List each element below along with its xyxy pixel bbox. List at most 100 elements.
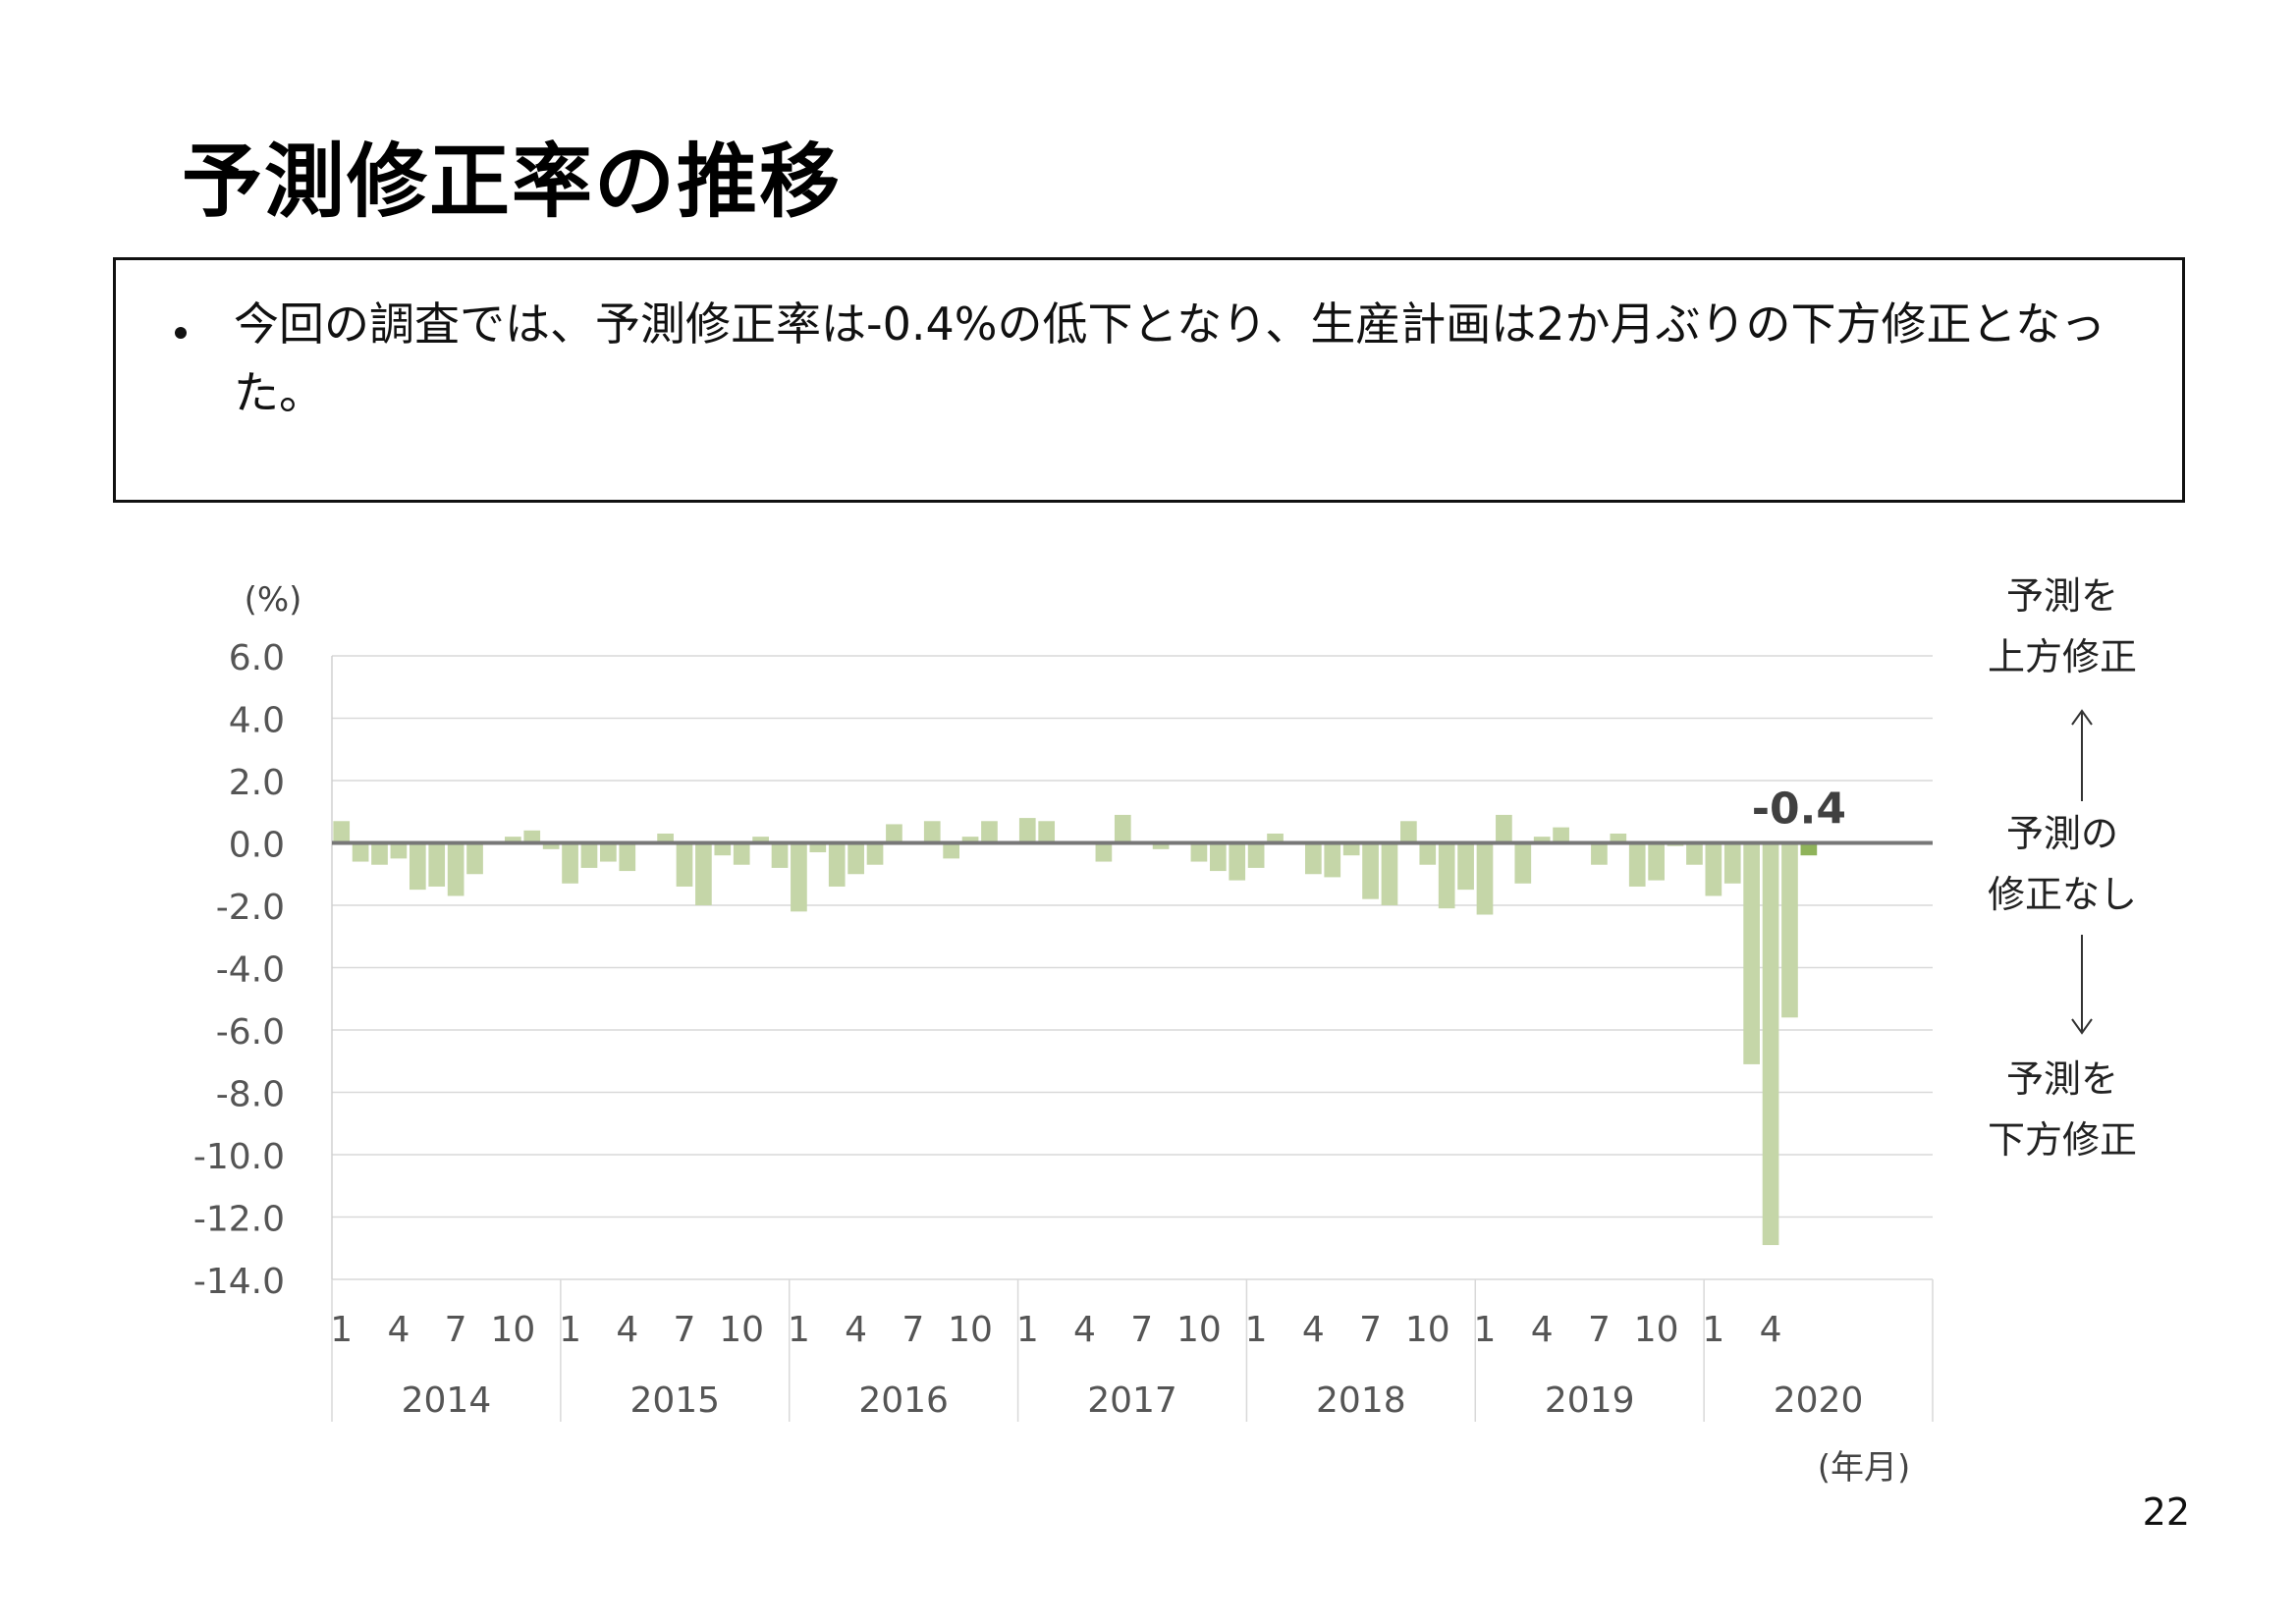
bar <box>981 821 998 843</box>
x-year-label: 2017 <box>1087 1380 1177 1421</box>
y-tick-label: -2.0 <box>216 888 285 928</box>
bar <box>1381 842 1398 905</box>
bar <box>333 821 351 843</box>
bar <box>466 842 483 875</box>
bar <box>923 821 941 843</box>
bar <box>809 842 827 853</box>
bar <box>1324 842 1341 878</box>
bar <box>1705 842 1722 896</box>
bar <box>1496 814 1512 843</box>
bar <box>1095 842 1113 862</box>
bar <box>1476 842 1494 915</box>
y-tick-label: 2.0 <box>229 763 285 803</box>
bar <box>657 833 674 843</box>
bar <box>1305 842 1322 875</box>
side-label-none-text: 予測の 修正なし <box>1987 812 2137 916</box>
bar <box>1190 842 1208 862</box>
bar <box>1114 814 1131 843</box>
summary-box: 今回の調査では、予測修正率は-0.4%の低下となり、生産計画は2か月ぶりの下方修… <box>113 257 2185 503</box>
bar <box>1610 833 1627 843</box>
bar <box>505 837 521 843</box>
x-month-tick-label: 1 <box>330 1310 353 1350</box>
y-tick-label: -8.0 <box>216 1075 285 1115</box>
bar <box>1781 842 1798 1018</box>
y-tick-label: -10.0 <box>193 1137 285 1177</box>
x-year-label: 2016 <box>858 1380 949 1421</box>
bar <box>580 842 598 868</box>
side-label-downward: 予測を 下方修正 <box>1964 1049 2160 1170</box>
bar <box>409 842 426 891</box>
y-tick-label: -4.0 <box>216 950 285 991</box>
bar <box>352 842 369 862</box>
x-month-tick-label: 4 <box>1531 1310 1554 1350</box>
bar <box>600 842 617 862</box>
x-month-tick-label: 1 <box>559 1310 581 1350</box>
bar <box>847 842 864 875</box>
x-month-tick-label: 7 <box>445 1310 467 1350</box>
x-month-tick-label: 7 <box>674 1310 696 1350</box>
x-axis-unit: (年月) <box>1818 1448 1911 1488</box>
x-month-tick-label: 4 <box>1073 1310 1096 1350</box>
bar <box>523 830 541 843</box>
y-tick-label: -6.0 <box>216 1012 285 1053</box>
bar <box>733 842 750 865</box>
y-tick-label: 4.0 <box>229 701 285 741</box>
side-label-upward-text: 予測を 上方修正 <box>1987 574 2137 678</box>
bar <box>752 837 769 843</box>
bar <box>1686 842 1703 865</box>
x-month-tick-label: 4 <box>1302 1310 1325 1350</box>
x-month-tick-label: 10 <box>948 1310 993 1350</box>
bar <box>1267 833 1284 843</box>
bar <box>1553 827 1569 843</box>
bar <box>1648 842 1665 881</box>
x-month-tick-label: 4 <box>387 1310 410 1350</box>
bar <box>1533 837 1551 843</box>
bar <box>1209 842 1227 872</box>
bar <box>676 842 693 887</box>
x-month-tick-label: 1 <box>788 1310 810 1350</box>
bar <box>1018 818 1036 843</box>
bar <box>1229 842 1246 881</box>
side-label-downward-text: 予測を 下方修正 <box>1987 1057 2137 1162</box>
x-month-tick-label: 1 <box>1474 1310 1497 1350</box>
bar <box>791 842 807 912</box>
bar <box>714 842 732 856</box>
bar <box>1247 842 1265 868</box>
bar <box>1591 842 1608 865</box>
y-tick-label: -14.0 <box>193 1262 285 1302</box>
x-month-tick-label: 4 <box>616 1310 638 1350</box>
bar <box>961 837 979 843</box>
bar <box>1743 842 1760 1064</box>
y-axis-unit: (%) <box>245 580 302 620</box>
bar <box>1723 842 1741 884</box>
arrow-up-icon <box>2071 709 2093 801</box>
bar <box>390 842 408 859</box>
bar <box>943 842 959 859</box>
bar <box>866 842 884 865</box>
x-month-tick-label: 10 <box>490 1310 535 1350</box>
x-year-label: 2018 <box>1316 1380 1406 1421</box>
x-month-tick-label: 1 <box>1245 1310 1268 1350</box>
bullet-icon <box>175 327 187 339</box>
x-month-tick-label: 7 <box>1588 1310 1611 1350</box>
x-year-label: 2015 <box>629 1380 720 1421</box>
latest-value-label: -0.4 <box>1752 785 1846 835</box>
bar <box>428 842 446 887</box>
bar <box>828 842 846 887</box>
bar <box>447 842 465 896</box>
bar <box>1038 821 1056 843</box>
x-month-tick-label: 1 <box>1016 1310 1039 1350</box>
x-month-tick-label: 7 <box>1359 1310 1382 1350</box>
x-month-tick-label: 7 <box>902 1310 924 1350</box>
bar <box>1342 842 1360 856</box>
bar <box>695 842 712 905</box>
x-month-tick-label: 4 <box>845 1310 867 1350</box>
bar <box>1514 842 1532 884</box>
arrow-down-icon <box>2071 935 2093 1035</box>
side-label-none: 予測の 修正なし <box>1964 803 2160 925</box>
bar <box>1419 842 1437 865</box>
bar-latest <box>1800 842 1818 856</box>
x-month-tick-label: 1 <box>1702 1310 1724 1350</box>
x-year-label: 2014 <box>402 1380 492 1421</box>
